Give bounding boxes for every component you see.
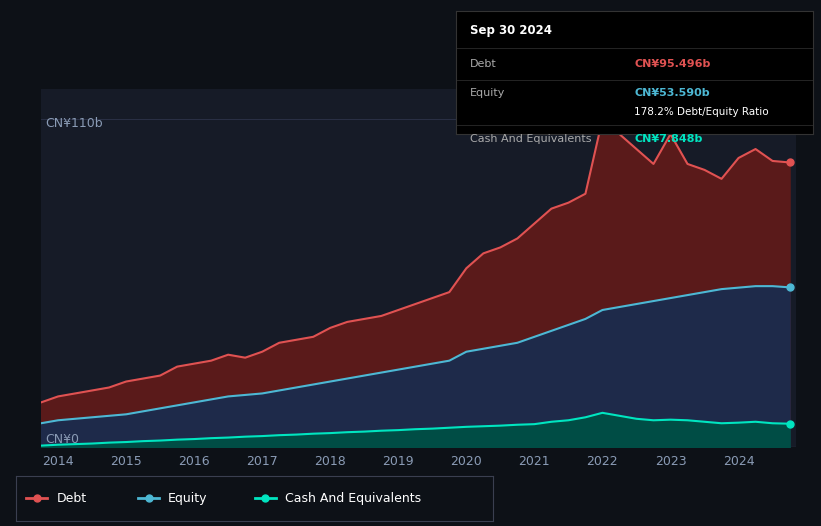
Text: Cash And Equivalents: Cash And Equivalents [285, 492, 420, 505]
Text: Cash And Equivalents: Cash And Equivalents [470, 134, 591, 144]
Text: Sep 30 2024: Sep 30 2024 [470, 24, 552, 37]
Text: CN¥53.590b: CN¥53.590b [635, 88, 710, 98]
Text: CN¥110b: CN¥110b [45, 117, 103, 130]
Text: Debt: Debt [57, 492, 87, 505]
Text: Equity: Equity [167, 492, 208, 505]
Text: Equity: Equity [470, 88, 505, 98]
Text: CN¥95.496b: CN¥95.496b [635, 59, 711, 69]
Text: 178.2% Debt/Equity Ratio: 178.2% Debt/Equity Ratio [635, 107, 768, 117]
Text: CN¥7.848b: CN¥7.848b [635, 134, 703, 144]
Text: CN¥0: CN¥0 [45, 433, 79, 447]
Text: Debt: Debt [470, 59, 497, 69]
